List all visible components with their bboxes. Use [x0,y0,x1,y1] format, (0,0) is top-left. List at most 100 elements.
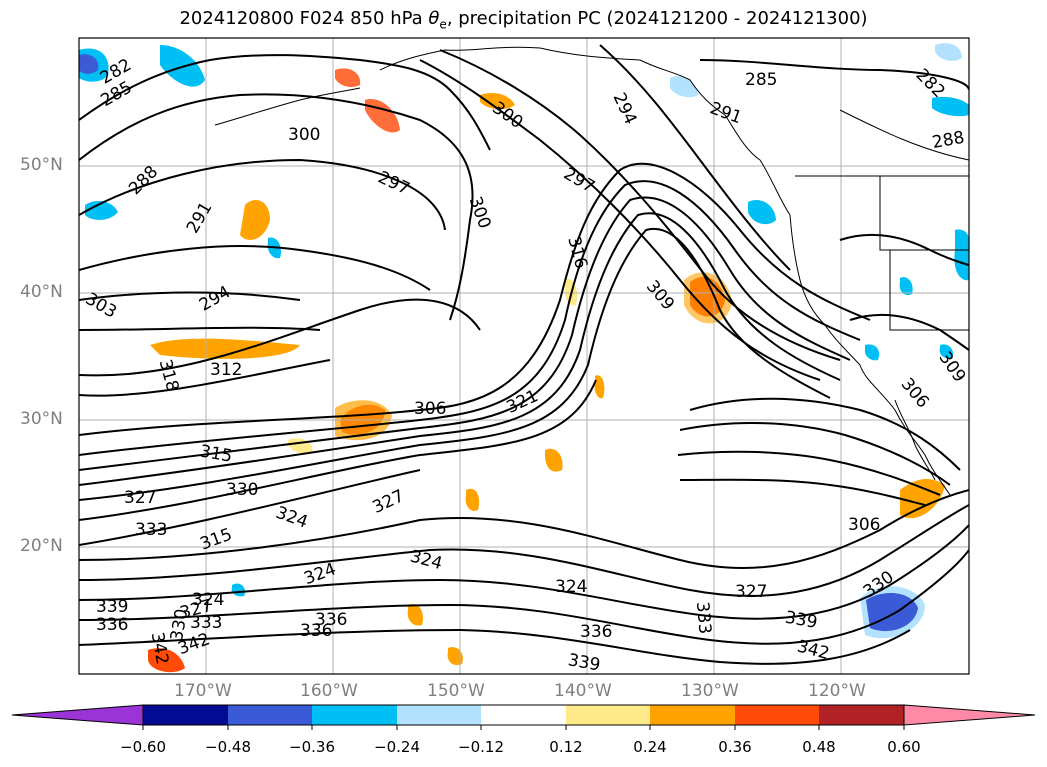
contour-line [79,212,841,486]
precip-positive-region [594,375,605,399]
lat-label: 50°N [20,155,63,175]
map-plot-area: 282 285 300 288 291 294 297 300 303 306 … [79,38,969,675]
colorbar-tick-label: −0.48 [205,738,251,756]
lon-label: 170°W [174,681,232,701]
graticule [79,38,969,674]
colorbar-segment [566,705,650,725]
contour-line [689,397,961,471]
colorbar-extend-left [11,704,144,726]
state-border [889,250,969,331]
contour-line [679,478,926,506]
contour-line [79,379,597,521]
lat-label: 20°N [20,536,63,556]
contour-line [79,54,491,151]
lon-label: 130°W [681,681,739,701]
precip-negative-region [864,344,880,361]
contour-line [79,291,301,301]
contour-line [599,44,791,271]
lon-label: 140°W [554,681,612,701]
precip-positive-region [900,478,945,519]
contour-line [79,180,861,456]
lat-label: 40°N [20,282,63,302]
contour-label: 336 [315,610,347,630]
colorbar-tick-label: −0.36 [289,738,335,756]
alaska-coastline [379,46,641,71]
colorbar-frame [142,704,905,726]
colorbar [11,704,1036,730]
colorbar-tick-label: 0.48 [802,738,836,756]
contour-line [839,233,969,266]
contour-line [79,158,446,231]
colorbar-tick-label: 0.12 [549,738,583,756]
colorbar-tick-label: −0.12 [458,738,504,756]
contour-label: 324 [555,577,587,597]
contour-label: 324 [192,590,224,610]
precip-negative-region [932,96,969,117]
precip-positive-region [240,200,270,240]
contour-line [79,489,969,570]
contour-label: 339 [566,650,601,675]
precip-negative-region [899,277,913,296]
contour-line [79,245,431,291]
contour-line [679,422,951,486]
contour-label: 312 [210,360,242,380]
contour-line [79,359,331,397]
lon-label: 160°W [300,681,358,701]
colorbar-segment [228,705,312,725]
contour-line [677,450,941,496]
precip-positive-region [480,93,515,110]
precip-negative-region [85,200,118,220]
precip-negative-region [935,43,962,61]
precip-positive-region [148,648,185,673]
precip-positive-region [545,448,563,472]
lat-label: 30°N [20,409,63,429]
contour-line [849,313,969,351]
precip-negative-region [79,54,99,74]
lon-label: 150°W [427,681,485,701]
contour-line [79,227,831,501]
contour-line [79,549,969,645]
contour-line [699,59,969,91]
contour-label: 285 [745,70,777,90]
contour-label: 327 [735,582,767,602]
contour-label: 333 [135,520,167,540]
colorbar-segment [650,705,735,725]
contour-label: 327 [124,488,156,508]
contour-line [439,49,841,361]
contour-line [79,524,969,620]
colorbar-tick-label: 0.36 [718,738,752,756]
contour-line [79,298,481,377]
lon-label: 120°W [808,681,866,701]
contour-line [79,162,871,436]
colorbar-tick-marks [142,725,905,730]
colorbar-segment [312,705,397,725]
coastlines [214,46,969,496]
colorbar-segment [735,705,819,725]
contour-label: 336 [300,621,332,641]
colorbar-segment [819,705,904,725]
precip-positive-region [335,68,361,88]
colorbar-segment [481,705,566,725]
contour-label: 336 [580,622,612,642]
contour-line [79,628,911,665]
precip-negative-region [939,344,954,359]
contour-label: 306 [414,399,446,419]
colorbar-extend-right [903,704,1036,726]
colorbar-tick-label: −0.24 [374,738,420,756]
north-america-coastline [639,59,951,496]
contour-line [79,504,969,597]
map-title: 2024120800 F024 850 hPa θe, precipitatio… [179,8,868,32]
state-border [839,109,969,161]
aleutian-islands [214,87,361,126]
colorbar-tick-label: 0.60 [887,738,921,756]
contour-label: 333 [190,613,222,633]
contour-line [79,469,421,546]
contour-label: 306 [848,515,880,535]
contour-label: 330 [226,480,258,500]
contour-label: 336 [96,615,128,635]
contour-label: 339 [96,597,128,617]
contour-line [79,93,474,321]
colorbar-tick-label: −0.60 [120,738,166,756]
precip-negative-region [748,200,776,225]
